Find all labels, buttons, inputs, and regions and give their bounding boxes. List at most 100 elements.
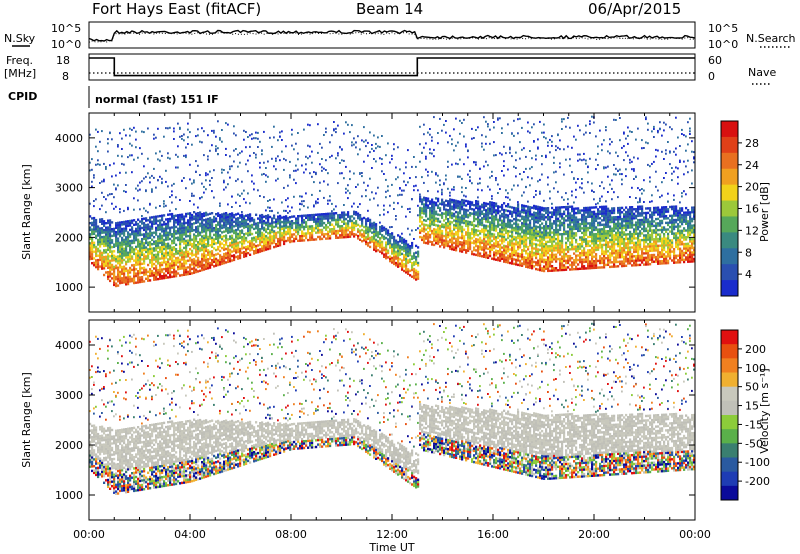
power-cell	[433, 232, 436, 235]
power-cell	[311, 218, 314, 221]
power-cell	[545, 211, 548, 215]
power-cell	[285, 226, 288, 229]
power-cell	[489, 245, 492, 249]
power-cell	[239, 194, 241, 197]
power-cell	[527, 266, 530, 269]
power-cell	[569, 126, 571, 129]
power-cell	[175, 153, 177, 156]
nave-tick-bottom: 0	[708, 70, 715, 83]
power-cell	[491, 248, 494, 251]
power-cell	[511, 226, 514, 229]
power-cell	[411, 165, 413, 168]
power-cell	[527, 200, 529, 203]
power-cell	[405, 264, 408, 267]
power-cell	[125, 190, 127, 193]
power-cell	[373, 232, 376, 236]
power-cell	[233, 220, 236, 223]
power-cell	[385, 196, 387, 199]
power-cell	[503, 238, 506, 241]
power-cell	[203, 228, 206, 231]
power-cell	[127, 253, 130, 257]
power-cell	[229, 155, 231, 158]
power-cell	[159, 237, 162, 240]
power-cell	[165, 238, 168, 241]
power-cell	[397, 234, 400, 237]
power-cell	[545, 216, 548, 219]
power-cell	[149, 270, 152, 273]
power-cell	[477, 188, 479, 191]
power-cell	[397, 240, 400, 244]
power-cell	[261, 216, 264, 219]
power-cell	[261, 149, 263, 152]
power-cell	[287, 205, 289, 208]
power-cell	[179, 260, 182, 264]
power-cell	[307, 144, 309, 147]
power-cell	[339, 145, 341, 148]
power-cell	[551, 256, 554, 259]
power-cell	[491, 175, 493, 177]
power-cell	[149, 279, 152, 282]
power-cell	[219, 220, 222, 223]
power-cell	[577, 153, 579, 156]
power-cell	[421, 211, 424, 215]
power-cell	[377, 136, 379, 139]
power-cell	[509, 239, 512, 242]
power-cell	[539, 230, 542, 234]
power-cell	[267, 160, 269, 163]
power-cell	[365, 236, 368, 239]
power-cell	[549, 220, 552, 223]
power-cell	[467, 156, 469, 159]
power-cell	[227, 218, 230, 221]
power-cell	[515, 258, 518, 262]
power-cell	[265, 174, 267, 177]
power-cell	[243, 138, 245, 141]
power-cell	[501, 246, 504, 249]
power-cell	[461, 207, 464, 211]
power-cell	[149, 261, 152, 264]
power-cell	[103, 251, 106, 254]
power-cell	[433, 155, 435, 158]
power-cell	[125, 236, 128, 239]
power-cell	[125, 238, 128, 241]
power-cell	[401, 232, 403, 235]
power-cell	[541, 208, 544, 212]
station-title: Fort Hays East (fitACF)	[92, 0, 261, 18]
power-cell	[189, 236, 192, 240]
power-cell	[511, 246, 514, 249]
power-cell	[327, 212, 330, 215]
power-cell	[443, 223, 446, 227]
power-cell	[385, 257, 388, 260]
power-cell	[527, 207, 530, 211]
power-cell	[263, 242, 266, 245]
power-cell	[501, 219, 504, 222]
power-cell	[521, 226, 524, 229]
power-cell	[441, 193, 443, 196]
power-cell	[361, 235, 364, 238]
power-cell	[445, 174, 447, 177]
power-cell	[135, 232, 138, 235]
power-cell	[563, 268, 566, 272]
power-cell	[547, 269, 550, 273]
power-cell	[291, 133, 293, 136]
power-cell	[531, 217, 534, 221]
power-cell	[97, 130, 99, 133]
power-cell	[513, 209, 516, 212]
power-cell	[203, 185, 205, 188]
power-cell	[427, 170, 429, 173]
power-cell	[453, 241, 456, 245]
power-cell	[167, 258, 170, 261]
power-cell	[95, 248, 98, 251]
power-cell	[449, 214, 452, 217]
power-cell	[191, 218, 194, 221]
power-cell	[251, 137, 253, 140]
power-cell	[143, 237, 146, 240]
power-cell	[473, 230, 476, 234]
power-cell	[463, 217, 466, 220]
power-cell	[481, 142, 483, 145]
power-cell	[351, 228, 354, 232]
power-cell	[553, 222, 556, 225]
power-cell	[147, 248, 150, 251]
power-cell	[347, 211, 350, 214]
power-cell	[329, 214, 332, 218]
power-cell	[205, 211, 208, 215]
